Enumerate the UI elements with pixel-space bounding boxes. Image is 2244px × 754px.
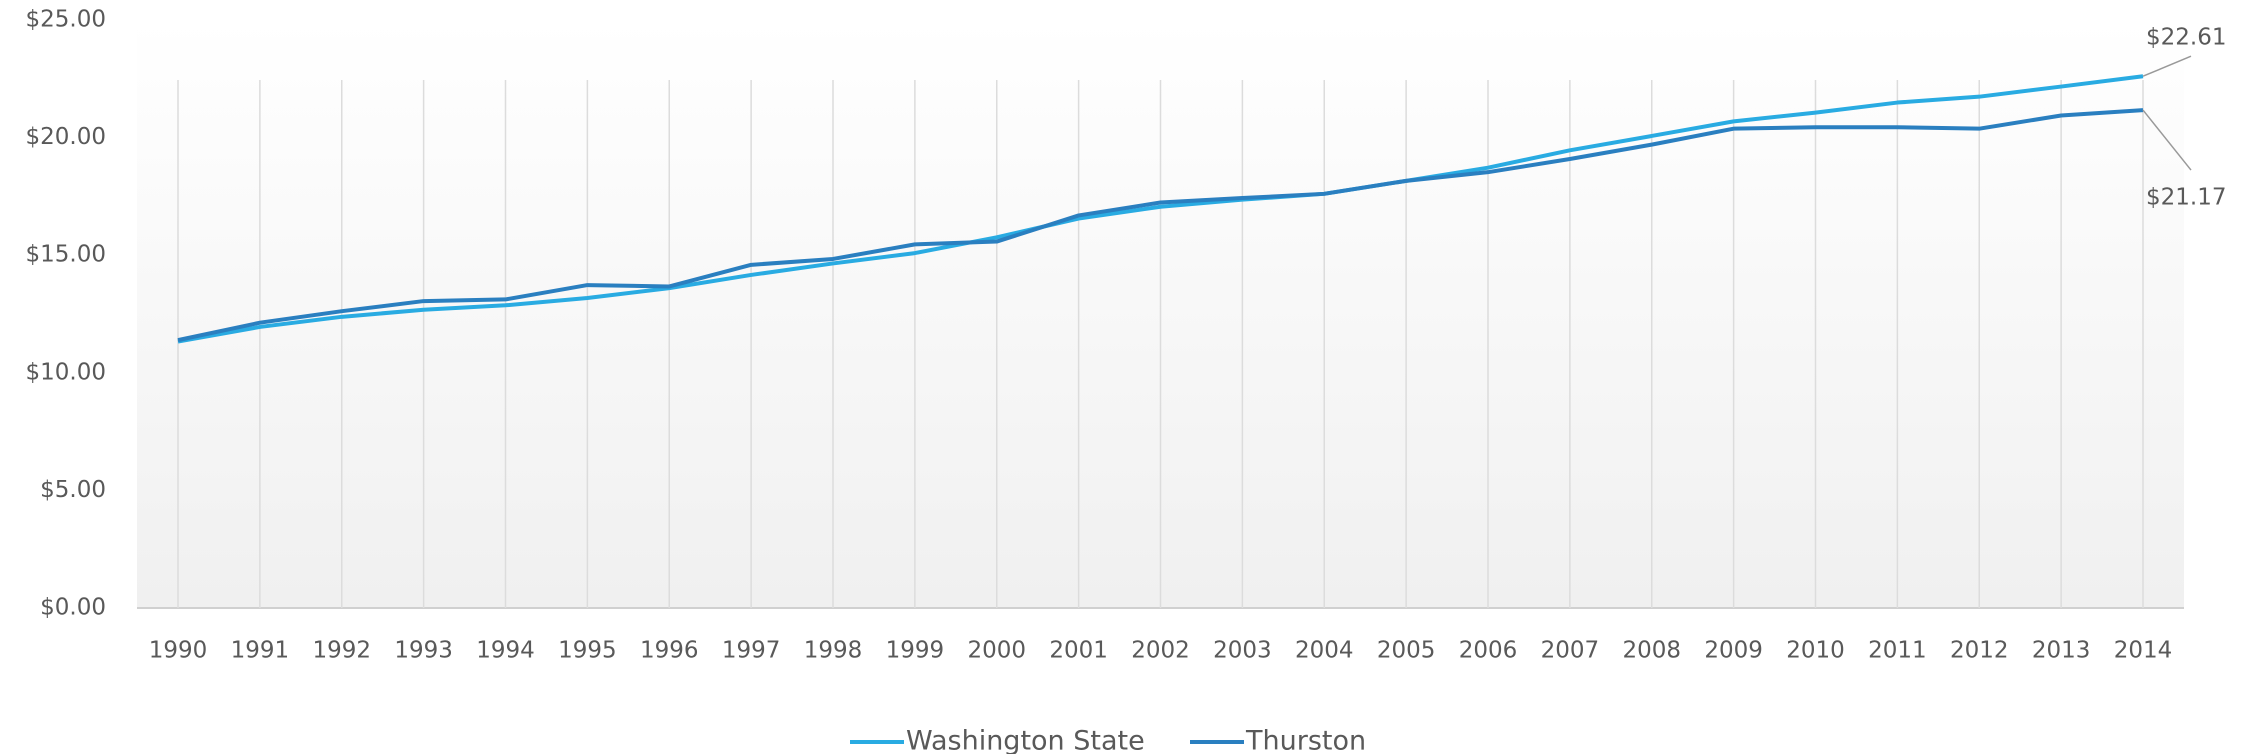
label-leader — [2142, 55, 2192, 77]
x-tick-label: 1993 — [394, 638, 453, 664]
x-tick-label: 2005 — [1377, 638, 1436, 664]
legend-label: Thurston — [1245, 726, 1366, 754]
legend-label: Washington State — [906, 726, 1145, 754]
x-tick-label: 1991 — [231, 638, 290, 664]
x-tick-label: 2006 — [1459, 638, 1518, 664]
y-tick-label: $10.00 — [26, 359, 106, 385]
series-line — [177, 108, 2144, 343]
x-tick-label: 1990 — [149, 638, 208, 664]
x-tick-label: 1995 — [558, 638, 617, 664]
x-tick-label: 2014 — [2114, 638, 2173, 664]
x-tick-label: 2004 — [1295, 638, 1354, 664]
x-tick-label: 1996 — [640, 638, 699, 664]
x-tick-label: 2008 — [1622, 638, 1681, 664]
x-tick-label: 2009 — [1704, 638, 1763, 664]
x-tick-label: 1997 — [722, 638, 781, 664]
y-tick-label: $15.00 — [26, 242, 106, 268]
x-tick-label: 2002 — [1131, 638, 1190, 664]
x-tick-label: 2013 — [2032, 638, 2091, 664]
x-tick-label: 1998 — [804, 638, 863, 664]
x-tick-label: 2011 — [1868, 638, 1927, 664]
y-tick-label: $20.00 — [26, 124, 106, 150]
x-tick-label: 1999 — [886, 638, 945, 664]
data-label: $22.61 — [2146, 25, 2226, 51]
label-leader — [2142, 109, 2192, 171]
series-line — [177, 74, 2144, 344]
y-tick-label: $5.00 — [40, 477, 106, 503]
data-label: $21.17 — [2146, 185, 2226, 211]
x-tick-label: 2010 — [1786, 638, 1845, 664]
x-tick-label: 1992 — [312, 638, 371, 664]
x-tick-label: 2000 — [967, 638, 1026, 664]
x-tick-label: 2007 — [1541, 638, 1600, 664]
x-tick-label: 1994 — [476, 638, 535, 664]
x-tick-label: 2003 — [1213, 638, 1272, 664]
x-tick-label: 2001 — [1049, 638, 1108, 664]
x-tick-label: 2012 — [1950, 638, 2009, 664]
y-tick-label: $0.00 — [40, 595, 106, 621]
y-tick-label: $25.00 — [26, 7, 106, 33]
